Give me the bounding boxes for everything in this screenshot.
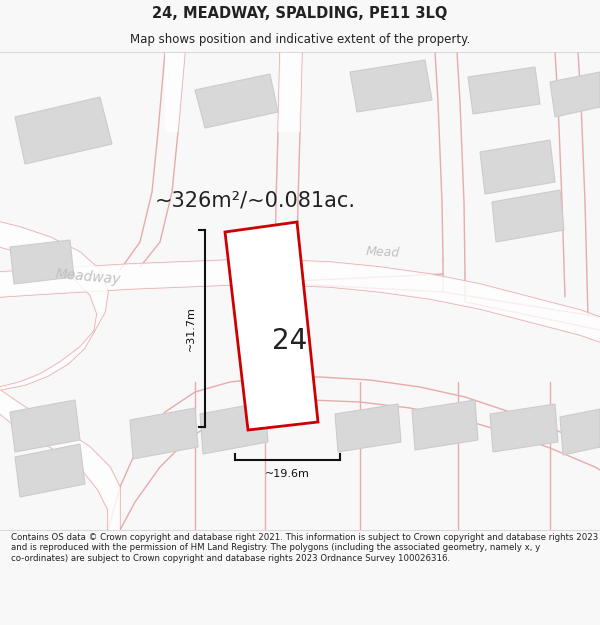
- Text: Map shows position and indicative extent of the property.: Map shows position and indicative extent…: [130, 32, 470, 46]
- Text: Contains OS data © Crown copyright and database right 2021. This information is : Contains OS data © Crown copyright and d…: [11, 533, 598, 562]
- Polygon shape: [560, 409, 600, 455]
- Polygon shape: [0, 390, 120, 530]
- Text: ~326m²/~0.081ac.: ~326m²/~0.081ac.: [155, 190, 355, 210]
- Polygon shape: [480, 140, 555, 194]
- Polygon shape: [350, 60, 432, 112]
- Polygon shape: [195, 74, 278, 128]
- Polygon shape: [0, 222, 108, 390]
- Polygon shape: [15, 444, 85, 497]
- Text: 24, MEADWAY, SPALDING, PE11 3LQ: 24, MEADWAY, SPALDING, PE11 3LQ: [152, 6, 448, 21]
- Text: Mead: Mead: [365, 244, 400, 259]
- Polygon shape: [165, 52, 185, 132]
- Polygon shape: [278, 52, 302, 132]
- Text: Meadway: Meadway: [55, 267, 121, 287]
- Polygon shape: [550, 72, 600, 117]
- Polygon shape: [15, 97, 112, 164]
- Polygon shape: [412, 400, 478, 450]
- Text: 24: 24: [272, 328, 308, 356]
- Polygon shape: [225, 222, 318, 430]
- Polygon shape: [335, 404, 401, 452]
- Polygon shape: [200, 402, 268, 454]
- Text: ~19.6m: ~19.6m: [265, 469, 310, 479]
- Polygon shape: [10, 400, 80, 452]
- Text: ~31.7m: ~31.7m: [186, 306, 196, 351]
- Polygon shape: [490, 404, 558, 452]
- Polygon shape: [10, 240, 74, 284]
- Polygon shape: [468, 67, 540, 114]
- Polygon shape: [0, 260, 600, 342]
- Polygon shape: [130, 408, 198, 459]
- Polygon shape: [492, 190, 564, 242]
